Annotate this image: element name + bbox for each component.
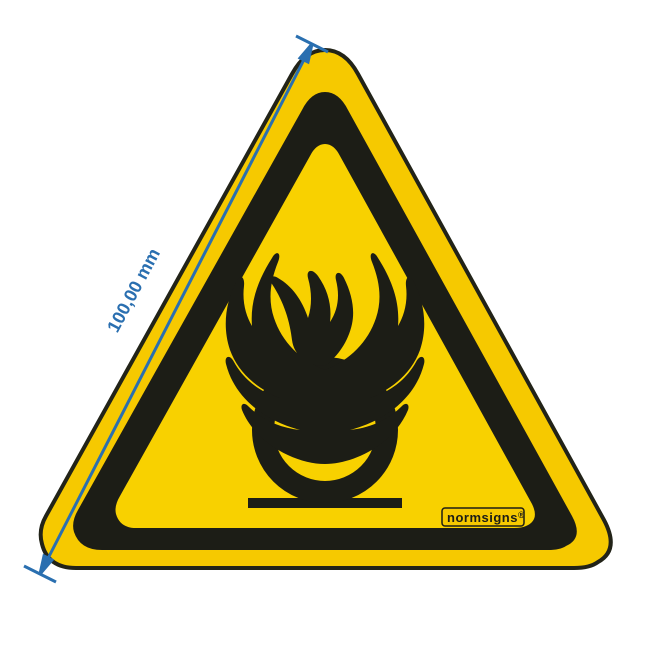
warning-sign-svg <box>0 0 650 650</box>
brand-registered-icon: ® <box>518 510 525 520</box>
brand-name: normsigns <box>447 510 518 525</box>
dimension-arrow-bottom <box>40 556 52 574</box>
diagram-canvas: 100,00 mm normsigns® <box>0 0 650 650</box>
brand-label: normsigns® <box>447 510 525 525</box>
